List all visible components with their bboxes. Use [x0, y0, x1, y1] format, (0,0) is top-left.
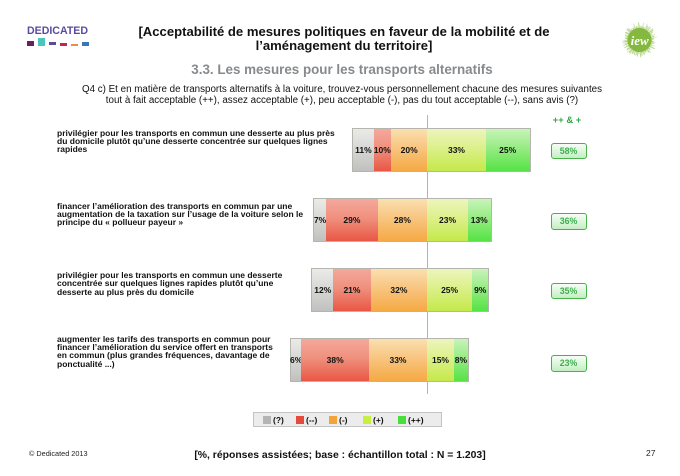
svg-text:iew: iew [631, 33, 649, 48]
